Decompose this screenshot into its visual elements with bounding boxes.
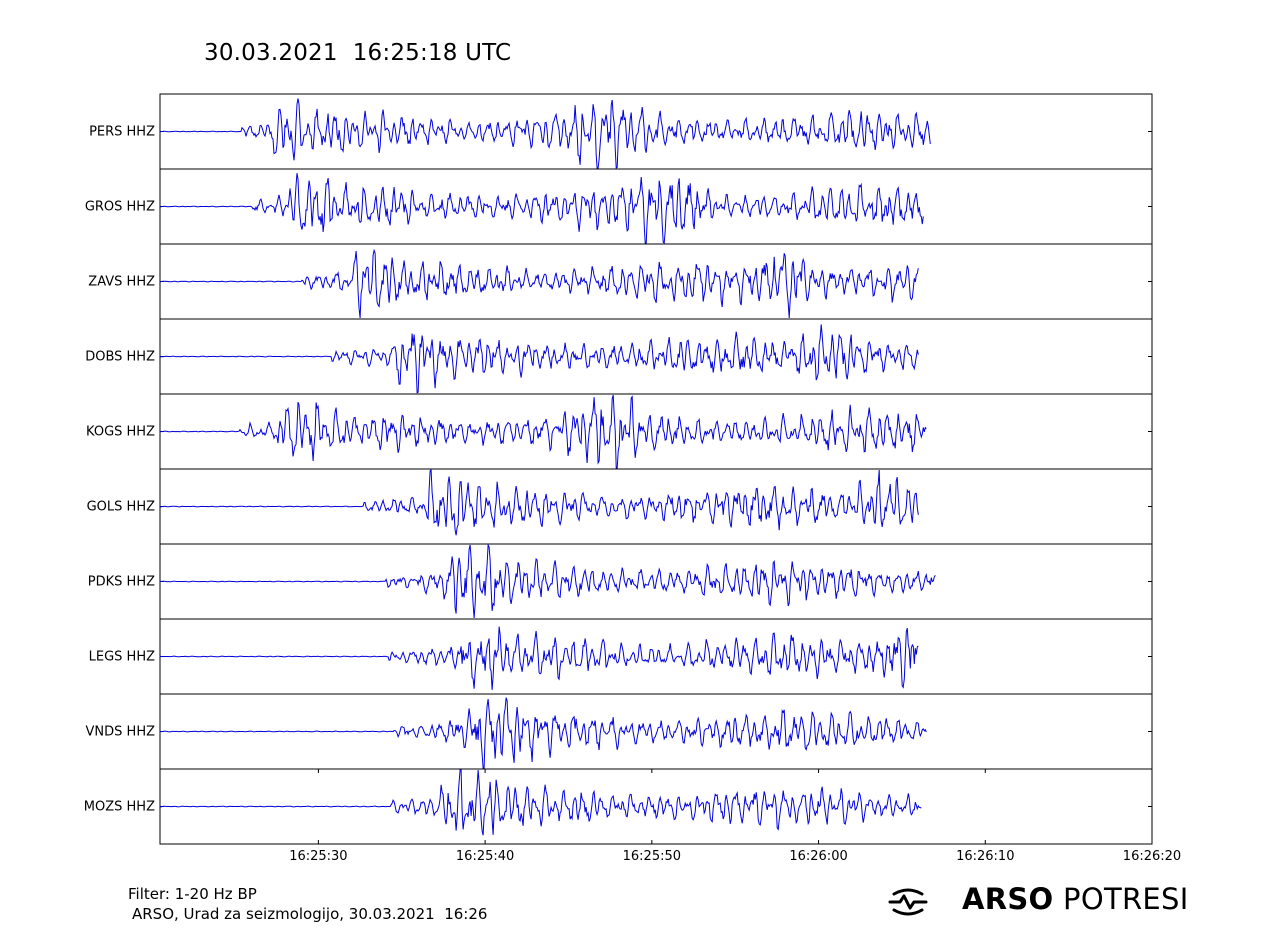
station-label: KOGS HHZ [86, 425, 155, 440]
trace-panels: PERS HHZ GROS HHZ ZAVS HHZ DOBS HHZ KOGS HHZ… [84, 93, 1153, 845]
x-tick-label: 16:25:40 [456, 849, 514, 864]
station-label: VNDS HHZ [86, 725, 156, 740]
waveform-trace [159, 543, 936, 619]
station-label: GOLS HHZ [87, 500, 155, 515]
station-label: MOZS HHZ [84, 800, 155, 815]
trace-panel: PDKS HHZ [88, 543, 1153, 620]
arso-potresi-logo: ARSO POTRESI [888, 880, 1188, 924]
trace-panel: ZAVS HHZ [88, 243, 1153, 320]
seismic-wave-logo-icon [888, 888, 928, 916]
trace-panel: VNDS HHZ [86, 693, 1153, 770]
logo-wordmark-bold: ARSO [962, 882, 1054, 916]
trace-panel: PERS HHZ [89, 93, 1153, 170]
waveform-trace [160, 394, 927, 469]
x-tick-label: 16:26:10 [956, 849, 1014, 864]
station-label: ZAVS HHZ [88, 275, 155, 290]
logo-wordmark-light: POTRESI [1063, 882, 1189, 916]
waveform-trace [159, 626, 919, 690]
waveform-trace [159, 324, 919, 394]
station-label: DOBS HHZ [85, 350, 155, 365]
trace-panel: DOBS HHZ [85, 318, 1153, 395]
logo-wordmark: ARSO POTRESI [962, 882, 1189, 916]
waveform-trace [159, 98, 931, 169]
trace-panel: GROS HHZ [85, 168, 1153, 245]
x-tick-label: 16:25:30 [289, 849, 347, 864]
station-label: GROS HHZ [85, 200, 155, 215]
waveform-trace [160, 173, 924, 245]
trace-panel: KOGS HHZ [86, 393, 1153, 470]
station-label: PDKS HHZ [88, 575, 155, 590]
station-label: LEGS HHZ [89, 650, 155, 665]
waveform-trace [159, 468, 919, 536]
x-tick-label: 16:26:00 [789, 849, 847, 864]
waveform-trace [159, 248, 919, 319]
x-axis-ticks: 16:25:30 16:25:40 16:25:50 16:26:00 16:26:10… [289, 769, 1181, 864]
waveform-trace [160, 697, 927, 769]
trace-panel: MOZS HHZ [84, 768, 1153, 845]
trace-panel: LEGS HHZ [89, 618, 1153, 695]
seismogram-plot: PERS HHZ GROS HHZ ZAVS HHZ DOBS HHZ KOGS HHZ… [84, 93, 1181, 864]
trace-panel: GOLS HHZ [87, 468, 1153, 545]
x-tick-label: 16:26:20 [1123, 849, 1181, 864]
x-tick-label: 16:25:50 [623, 849, 681, 864]
credit-note: ARSO, Urad za seizmologijo, 30.03.2021 1… [132, 905, 488, 923]
station-label: PERS HHZ [89, 125, 155, 140]
chart-title: 30.03.2021 16:25:18 UTC [204, 40, 512, 66]
waveform-trace [159, 769, 922, 836]
filter-note: Filter: 1-20 Hz BP [128, 885, 257, 903]
